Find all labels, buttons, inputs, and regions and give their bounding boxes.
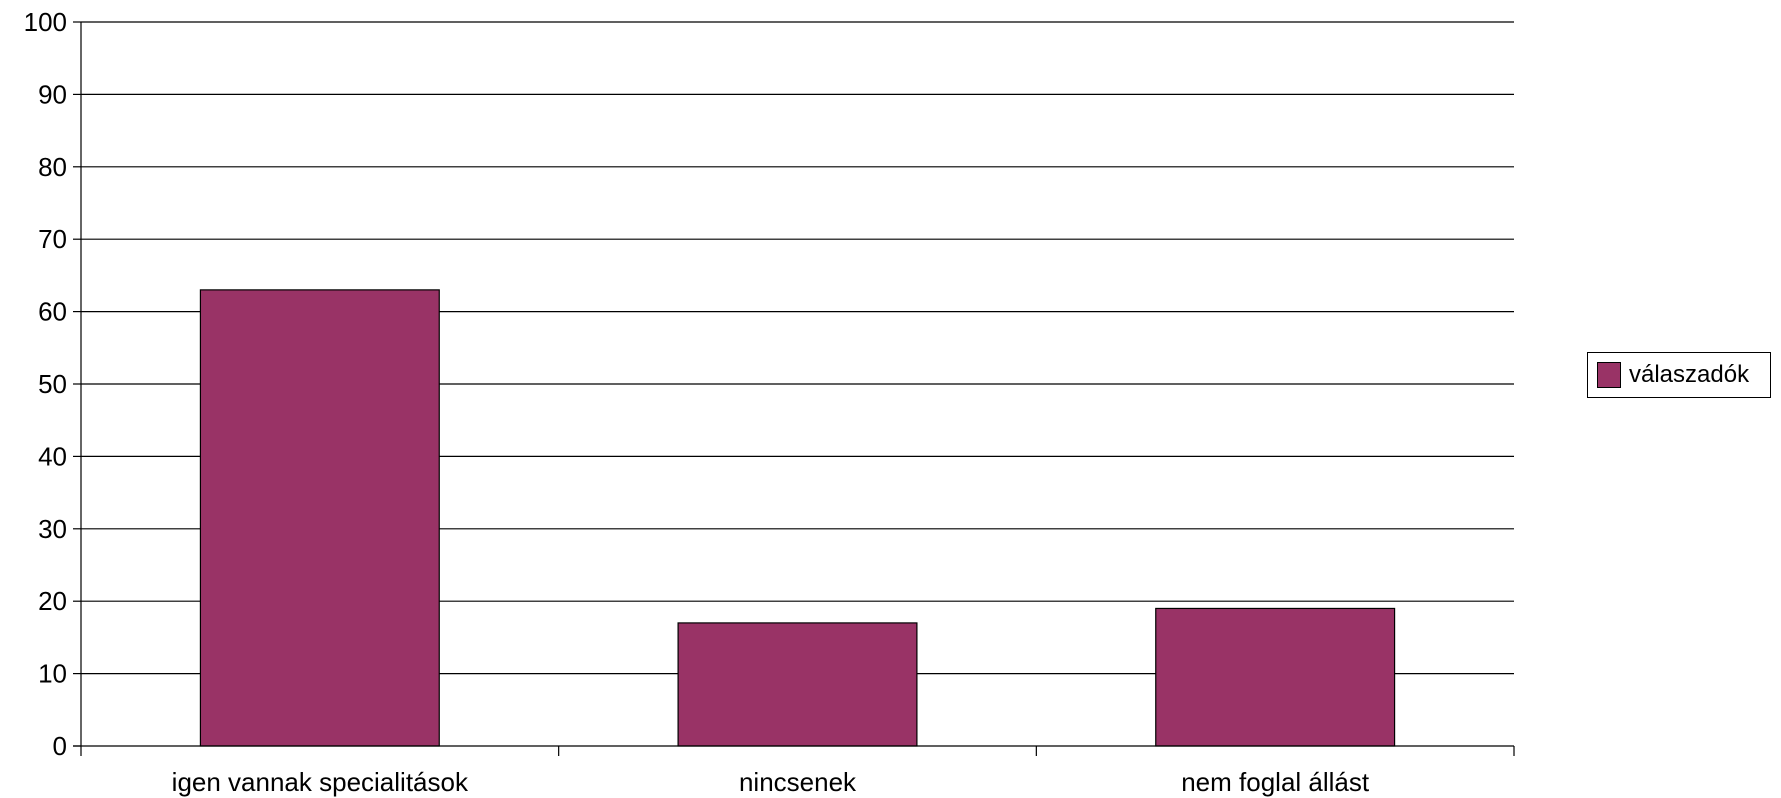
y-tick-label: 80 — [38, 152, 67, 182]
x-tick-label: igen vannak specialitások — [172, 767, 469, 797]
axes — [73, 21, 1515, 756]
bar — [1155, 607, 1396, 747]
y-tick-label: 100 — [24, 7, 67, 37]
x-tick-label: nincsenek — [739, 767, 857, 797]
y-tick-label: 20 — [38, 586, 67, 616]
y-tick-label: 60 — [38, 297, 67, 327]
bar — [199, 289, 440, 747]
legend: válaszadók — [1587, 352, 1771, 398]
y-tick-label: 0 — [53, 731, 67, 761]
bar — [677, 622, 918, 747]
x-tick-labels: igen vannak specialitások nincsenek nem fo… — [172, 767, 1370, 797]
y-tick-label: 50 — [38, 369, 67, 399]
legend-swatch — [1597, 362, 1621, 388]
y-tick-label: 10 — [38, 659, 67, 689]
y-tick-label: 30 — [38, 514, 67, 544]
y-tick-labels: 0 10 20 30 40 50 60 70 80 90 100 — [24, 7, 67, 761]
y-tick-label: 40 — [38, 441, 67, 471]
x-tick-label: nem foglal állást — [1181, 767, 1370, 797]
bars — [199, 289, 1396, 747]
y-tick-label: 90 — [38, 79, 67, 109]
legend-label: válaszadók — [1629, 361, 1750, 388]
y-tick-label: 70 — [38, 224, 67, 254]
